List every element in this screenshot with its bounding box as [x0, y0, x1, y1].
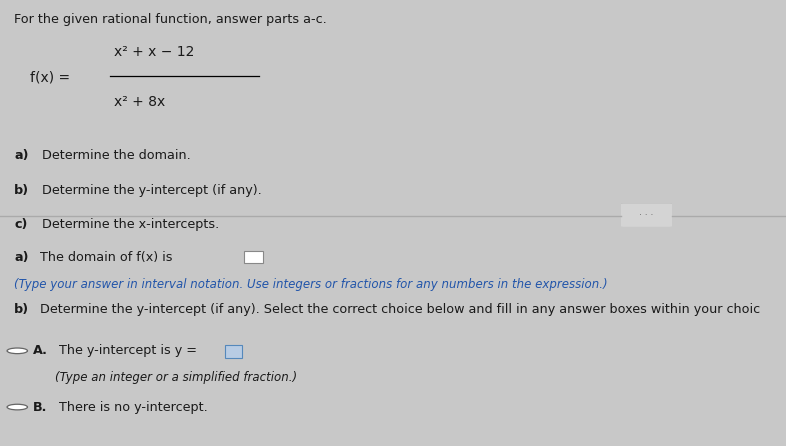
Text: a): a) — [14, 149, 28, 162]
Text: Determine the y-intercept (if any).: Determine the y-intercept (if any). — [38, 184, 262, 197]
Text: For the given rational function, answer parts a-c.: For the given rational function, answer … — [14, 13, 327, 26]
Text: B.: B. — [33, 401, 47, 413]
Text: x² + 8x: x² + 8x — [114, 95, 165, 109]
Text: A.: A. — [33, 344, 48, 357]
Text: (Type an integer or a simplified fraction.): (Type an integer or a simplified fractio… — [55, 372, 297, 384]
Text: The domain of f(x) is: The domain of f(x) is — [36, 251, 173, 264]
Text: x² + x − 12: x² + x − 12 — [114, 45, 194, 59]
FancyBboxPatch shape — [244, 252, 263, 263]
Text: (Type your answer in interval notation. Use integers or fractions for any number: (Type your answer in interval notation. … — [14, 278, 608, 291]
Text: Determine the y-intercept (if any). Select the correct choice below and fill in : Determine the y-intercept (if any). Sele… — [36, 303, 760, 316]
Text: The y-intercept is y =: The y-intercept is y = — [55, 344, 197, 357]
Text: f(x) =: f(x) = — [30, 71, 70, 85]
Text: b): b) — [14, 303, 29, 316]
Text: · · ·: · · · — [639, 211, 654, 220]
Circle shape — [7, 404, 28, 410]
Text: Determine the domain.: Determine the domain. — [38, 149, 190, 162]
Text: a): a) — [14, 251, 28, 264]
Text: There is no y-intercept.: There is no y-intercept. — [55, 401, 208, 413]
Circle shape — [7, 348, 28, 354]
Text: Determine the x-intercepts.: Determine the x-intercepts. — [38, 219, 219, 231]
FancyBboxPatch shape — [225, 345, 242, 359]
FancyBboxPatch shape — [619, 203, 674, 227]
Text: c): c) — [14, 219, 28, 231]
Text: b): b) — [14, 184, 29, 197]
